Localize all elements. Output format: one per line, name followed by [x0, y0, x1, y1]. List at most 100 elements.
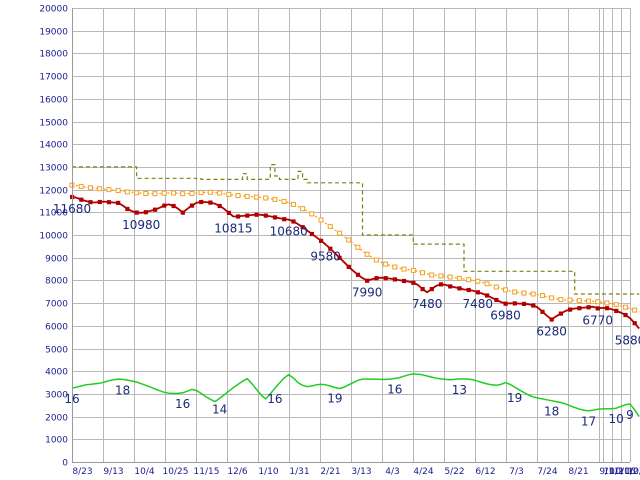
- series-marker-price: [392, 277, 397, 282]
- series-marker-price: [531, 303, 536, 308]
- x-axis-tick-label: 11/15: [194, 467, 220, 477]
- series-marker-moving-average-short: [143, 191, 149, 196]
- series-marker-price: [632, 321, 637, 326]
- x-axis-tick-label: 10/16: [610, 467, 636, 477]
- price-point-label: 10680: [270, 225, 308, 239]
- volume-point-label: 18: [544, 405, 559, 419]
- series-marker-price: [199, 199, 204, 205]
- series-marker-moving-average-short: [530, 291, 536, 297]
- volume-point-label: 19: [507, 391, 522, 405]
- x-axis-tick-label: 12/6: [227, 467, 247, 477]
- x-axis-tick-label: 10/23: [619, 467, 640, 477]
- series-marker-moving-average-short: [576, 298, 582, 304]
- price-point-label: 6770: [582, 313, 613, 327]
- series-marker-price: [106, 200, 112, 205]
- x-axis-tick-label: 10/30: [628, 467, 640, 477]
- volume-point-label: 14: [212, 402, 227, 416]
- series-marker-price: [319, 238, 324, 243]
- y-axis-tick-label: 13000: [39, 164, 68, 174]
- x-axis-tick-label: 10/2: [603, 467, 623, 477]
- series-marker-moving-average-short: [604, 300, 610, 306]
- series-marker-moving-average-short: [447, 274, 453, 280]
- series-marker-moving-average-short: [281, 198, 287, 204]
- series-marker-price: [328, 246, 333, 251]
- series-marker-moving-average-short: [272, 196, 278, 202]
- series-marker-moving-average-short: [134, 190, 140, 196]
- series-marker-price: [143, 210, 148, 215]
- series-marker-moving-average-short: [613, 302, 619, 308]
- series-marker-price: [558, 311, 563, 316]
- series-marker-price: [614, 308, 619, 313]
- series-marker-price: [577, 306, 582, 311]
- y-axis-tick-label: 19000: [39, 28, 68, 38]
- x-axis-tick-label: 10/25: [163, 467, 189, 477]
- series-marker-moving-average-short: [484, 281, 490, 287]
- axis-layer: 0 1000 2000 3000 4000 5000 6000 7000 8000 9000 100…: [39, 5, 640, 478]
- series-marker-moving-average-short: [383, 261, 389, 267]
- x-axis-tick-label: 1/31: [289, 467, 309, 477]
- series-marker-price: [540, 309, 545, 314]
- price-point-label: 5880: [615, 334, 640, 348]
- series-marker-moving-average-short: [106, 187, 112, 193]
- price-point-label: 7480: [412, 297, 443, 311]
- series-marker-price: [568, 307, 573, 312]
- series-marker-moving-average-short: [632, 307, 638, 313]
- y-axis-tick-label: 20000: [39, 5, 68, 15]
- series-marker-price: [189, 203, 195, 208]
- series-marker-moving-average-short: [254, 194, 259, 200]
- volume-point-label: 16: [175, 397, 190, 411]
- y-axis-tick-label: 0: [62, 459, 68, 469]
- series-marker-moving-average-short: [493, 284, 499, 290]
- series-marker-price: [79, 197, 84, 202]
- series-marker-moving-average-short: [309, 211, 315, 217]
- series-marker-price: [374, 276, 379, 281]
- y-axis-tick-label: 14000: [39, 141, 68, 151]
- y-axis-tick-label: 11000: [39, 209, 68, 219]
- series-marker-price: [402, 278, 407, 284]
- series-marker-price: [604, 306, 610, 311]
- price-point-label: 11680: [53, 202, 91, 216]
- series-marker-moving-average-short: [78, 183, 84, 189]
- series-marker-price: [97, 199, 102, 205]
- series-marker-price: [475, 290, 480, 295]
- volume-point-label: 10: [609, 412, 624, 426]
- price-point-label: 10815: [214, 222, 252, 236]
- y-axis-tick-label: 17000: [39, 73, 68, 83]
- x-axis-tick-label: 7/24: [537, 467, 557, 477]
- series-marker-price: [153, 207, 158, 212]
- series-marker-moving-average-short: [420, 270, 425, 276]
- series-marker-moving-average-short: [392, 264, 398, 270]
- series-marker-moving-average-short: [622, 304, 628, 310]
- series-marker-moving-average-short: [171, 190, 176, 196]
- volume-point-label: 16: [267, 392, 282, 406]
- series-marker-price: [549, 317, 554, 322]
- series-marker-price: [420, 287, 425, 292]
- y-axis-tick-label: 4000: [45, 368, 68, 378]
- series-marker-price: [411, 280, 416, 285]
- x-axis-tick-label: 8/21: [568, 467, 588, 477]
- x-axis-tick-label: 9/11: [599, 467, 619, 477]
- series-marker-price: [300, 225, 305, 230]
- series-marker-moving-average-short: [300, 206, 306, 212]
- volume-point-label: 9: [626, 408, 634, 422]
- y-axis-tick-label: 7000: [45, 300, 68, 310]
- price-point-label: 6280: [536, 324, 567, 338]
- series-marker-moving-average-short: [226, 191, 232, 197]
- series-marker-moving-average-short: [475, 278, 481, 284]
- series-marker-moving-average-short: [429, 272, 435, 278]
- series-marker-price: [448, 284, 453, 289]
- x-axis-tick-label: 4/24: [413, 467, 433, 477]
- volume-point-label: 17: [581, 415, 596, 429]
- series-marker-price: [457, 286, 462, 291]
- series-marker-price: [171, 203, 176, 209]
- series-marker-moving-average-short: [87, 185, 93, 191]
- series-marker-price: [125, 206, 130, 212]
- price-point-label: 10980: [122, 218, 160, 232]
- series-marker-moving-average-short: [586, 298, 591, 304]
- series-marker-price: [162, 203, 167, 208]
- series-marker-price: [337, 255, 342, 260]
- series-line-price: [71, 196, 640, 330]
- series-marker-moving-average-short: [521, 290, 527, 296]
